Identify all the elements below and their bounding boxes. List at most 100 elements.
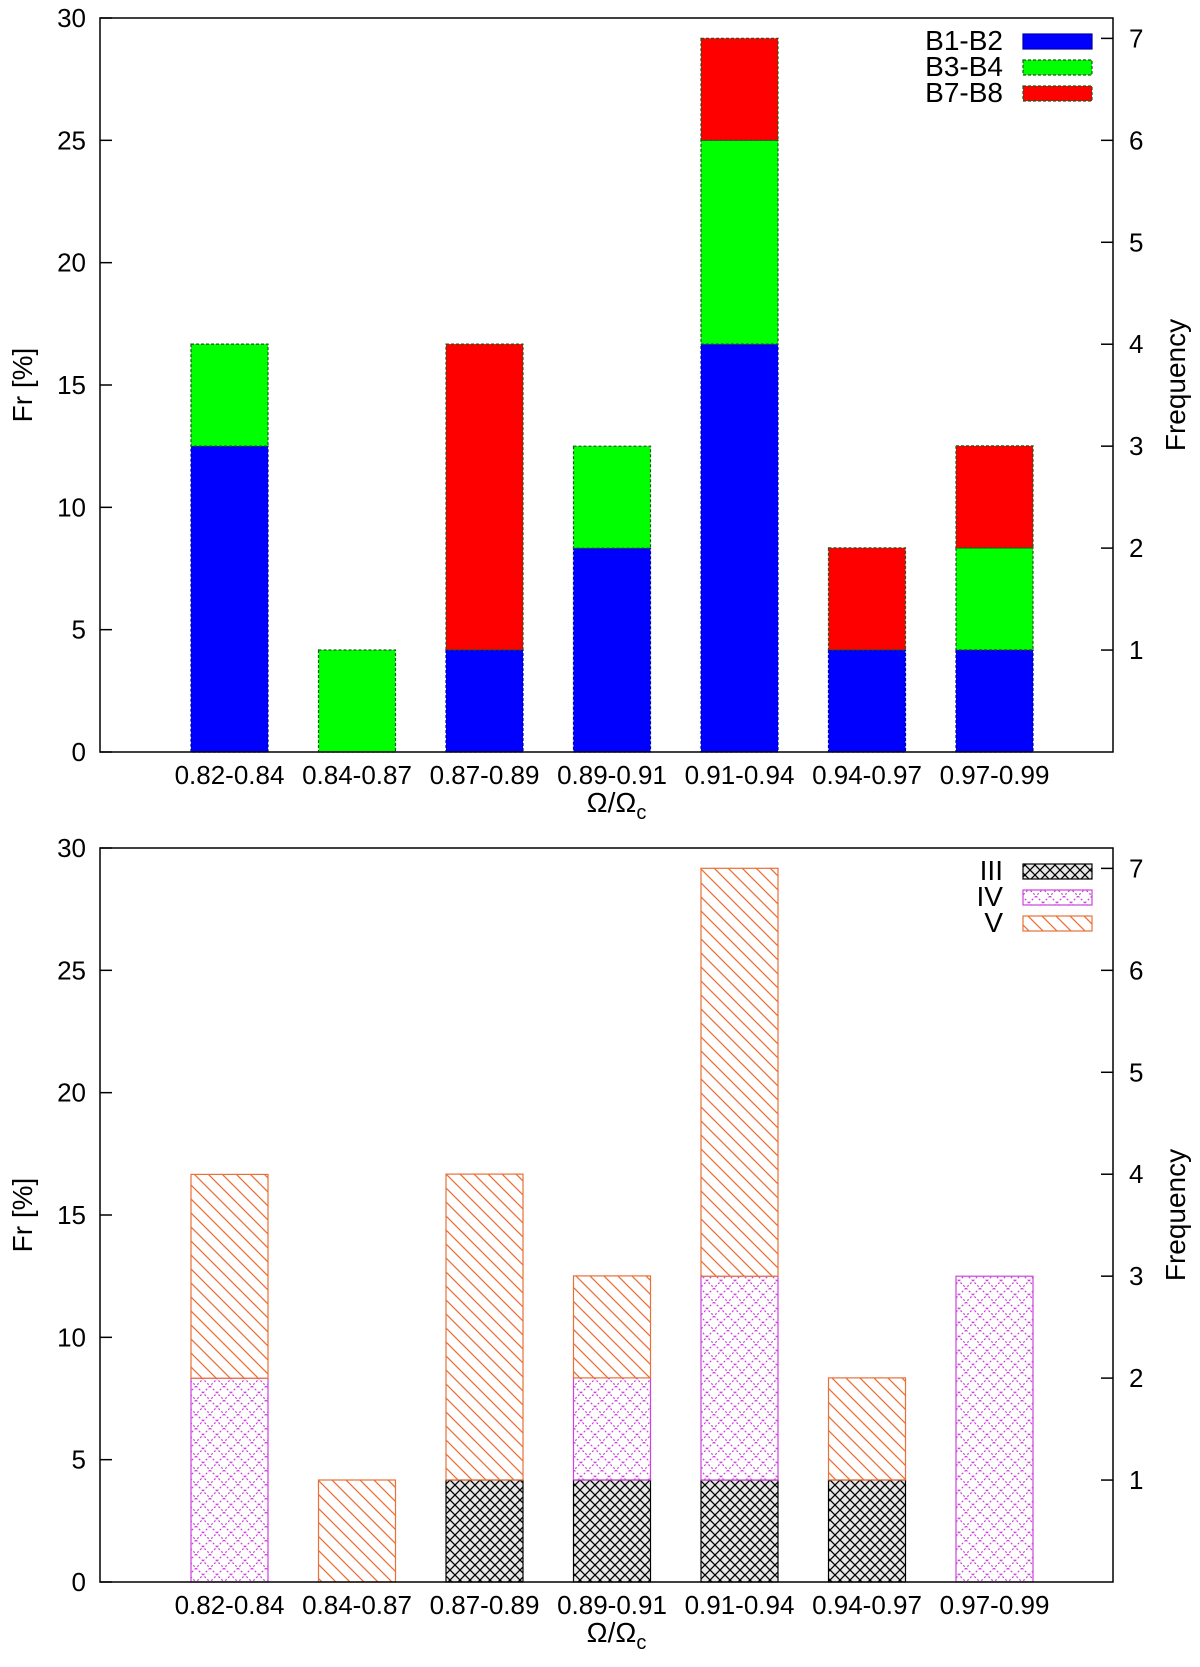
top-bar-b7-b8-0.94-0.97 <box>827 547 907 651</box>
top-y-tick-label: 10 <box>57 492 86 522</box>
bottom-bar-iv-0.89-0.91 <box>572 1377 652 1481</box>
top-bar-b3-b4-0.91-0.94 <box>700 139 779 345</box>
top-y-tick-label: 20 <box>57 248 86 278</box>
bottom-y2-tick-label: 5 <box>1129 1057 1143 1087</box>
top-y2-tick-label: 2 <box>1129 533 1143 563</box>
x-axis-title-main: Ω/Ω <box>587 1617 637 1648</box>
bottom-x-tick-label: 0.84-0.87 <box>302 1590 412 1620</box>
bottom-bar-iii-0.87-0.89 <box>445 1479 524 1583</box>
bottom-x-tick-label: 0.91-0.94 <box>685 1590 795 1620</box>
bottom-bar-iii-0.89-0.91 <box>572 1479 652 1583</box>
top-y2-tick-label: 4 <box>1129 329 1143 359</box>
bottom-x-tick-label: 0.94-0.97 <box>812 1590 922 1620</box>
bottom-bar-iii-0.91-0.94 <box>700 1479 779 1583</box>
bottom-bar-iv-0.91-0.94 <box>700 1275 779 1481</box>
top-x-tick-label: 0.84-0.87 <box>302 760 412 790</box>
bottom-bar-v-0.94-0.97 <box>827 1377 907 1481</box>
x-axis-title-main: Ω/Ω <box>587 787 637 818</box>
bottom-legend-label-iv: IV <box>977 881 1004 912</box>
top-y2-tick-label: 5 <box>1129 227 1143 257</box>
bottom-legend-swatch-iii <box>1022 863 1093 880</box>
bottom-chart-x-axis: 0.82-0.84 0.84-0.87 0.87-0.89 0.89-0.91 0.91… <box>175 1590 1050 1620</box>
top-chart-x-axis: 0.82-0.84 0.84-0.87 0.87-0.89 0.89-0.91 0.91… <box>175 760 1050 790</box>
bottom-bar-v-0.89-0.91 <box>572 1275 652 1379</box>
top-y-tick-label: 0 <box>72 737 86 767</box>
bottom-chart-y-axis-title: Fr [%] <box>7 1178 38 1253</box>
top-bar-b1-b2-0.87-0.89 <box>445 649 524 753</box>
top-y-tick-label: 5 <box>72 615 86 645</box>
top-x-tick-label: 0.87-0.89 <box>430 760 540 790</box>
bottom-y2-tick-label: 7 <box>1129 853 1143 883</box>
bottom-bar-v-0.87-0.89 <box>445 1173 524 1481</box>
top-legend-label-b1-b2: B1-B2 <box>925 25 1003 56</box>
top-legend-label-b3-b4: B3-B4 <box>925 51 1003 82</box>
top-bar-b3-b4-0.84-0.87 <box>317 649 397 753</box>
top-bar-b1-b2-0.82-0.84 <box>190 445 269 753</box>
x-axis-title-subscript: c <box>636 1632 646 1654</box>
top-bar-b3-b4-0.97-0.99 <box>955 547 1034 651</box>
top-bar-b1-b2-0.91-0.94 <box>700 343 779 753</box>
bottom-chart-y2-axis-title: Frequency <box>1160 1149 1191 1281</box>
top-bar-b7-b8-0.91-0.94 <box>700 37 779 141</box>
bottom-chart-y2-axis: 1 2 3 4 5 6 7 <box>1101 853 1143 1495</box>
top-legend-swatch-b1-b2 <box>1022 33 1093 50</box>
top-bar-b7-b8-0.87-0.89 <box>445 343 524 651</box>
top-legend-swatch-b7-b8 <box>1022 85 1093 102</box>
bottom-legend-swatch-iv <box>1022 889 1093 906</box>
top-x-tick-label: 0.91-0.94 <box>685 760 795 790</box>
top-legend-label-b7-b8: B7-B8 <box>925 77 1003 108</box>
bottom-y-tick-label: 5 <box>72 1445 86 1475</box>
top-legend-swatch-b3-b4 <box>1022 59 1093 76</box>
bottom-y-tick-label: 20 <box>57 1078 86 1108</box>
bottom-y-tick-label: 10 <box>57 1322 86 1352</box>
bottom-bar-v-0.91-0.94 <box>700 867 779 1277</box>
top-chart-x-axis-title: Ω/Ωc <box>587 787 647 824</box>
top-bar-b3-b4-0.89-0.91 <box>572 445 652 549</box>
top-x-tick-label: 0.94-0.97 <box>812 760 922 790</box>
bottom-x-tick-label: 0.82-0.84 <box>175 1590 285 1620</box>
bottom-bar-v-0.82-0.84 <box>190 1173 269 1379</box>
bottom-bar-v-0.84-0.87 <box>317 1479 397 1583</box>
top-bar-b1-b2-0.94-0.97 <box>827 649 907 753</box>
top-y-tick-label: 25 <box>57 125 86 155</box>
top-x-tick-label: 0.97-0.99 <box>940 760 1050 790</box>
bottom-y-tick-label: 25 <box>57 955 86 985</box>
bottom-legend-swatch-v <box>1022 915 1093 932</box>
top-chart-y-axis: 0 5 10 15 20 25 30 <box>57 3 112 767</box>
top-chart-bars <box>190 37 1034 753</box>
bottom-y2-tick-label: 1 <box>1129 1465 1143 1495</box>
top-y-tick-label: 15 <box>57 370 86 400</box>
bottom-bar-iv-0.97-0.99 <box>955 1275 1034 1583</box>
bottom-x-tick-label: 0.89-0.91 <box>557 1590 667 1620</box>
bottom-y2-tick-label: 4 <box>1129 1159 1143 1189</box>
bottom-y2-tick-label: 2 <box>1129 1363 1143 1393</box>
bottom-x-tick-label: 0.97-0.99 <box>940 1590 1050 1620</box>
bottom-x-tick-label: 0.87-0.89 <box>430 1590 540 1620</box>
bottom-legend-label-v: V <box>984 907 1003 938</box>
top-y2-tick-label: 1 <box>1129 635 1143 665</box>
bottom-y-tick-label: 30 <box>57 833 86 863</box>
bottom-y-tick-label: 15 <box>57 1200 86 1230</box>
bottom-chart-y-axis: 0 5 10 15 20 25 30 <box>57 833 112 1597</box>
top-chart-y2-axis-title: Frequency <box>1160 319 1191 451</box>
bottom-y-tick-label: 0 <box>72 1567 86 1597</box>
top-y-tick-label: 30 <box>57 3 86 33</box>
top-y2-tick-label: 3 <box>1129 431 1143 461</box>
top-x-tick-label: 0.89-0.91 <box>557 760 667 790</box>
top-y2-tick-label: 7 <box>1129 23 1143 53</box>
x-axis-title-subscript: c <box>636 802 646 824</box>
bottom-legend-label-iii: III <box>980 855 1003 886</box>
top-bar-b1-b2-0.89-0.91 <box>572 547 652 753</box>
top-bar-b3-b4-0.82-0.84 <box>190 343 269 447</box>
bottom-bar-iii-0.94-0.97 <box>827 1479 907 1583</box>
top-bar-b7-b8-0.97-0.99 <box>955 445 1034 549</box>
bottom-chart-bars <box>190 867 1034 1583</box>
top-chart-y2-axis: 1 2 3 4 5 6 7 <box>1101 23 1143 665</box>
top-chart-y-axis-title: Fr [%] <box>7 348 38 423</box>
top-x-tick-label: 0.82-0.84 <box>175 760 285 790</box>
